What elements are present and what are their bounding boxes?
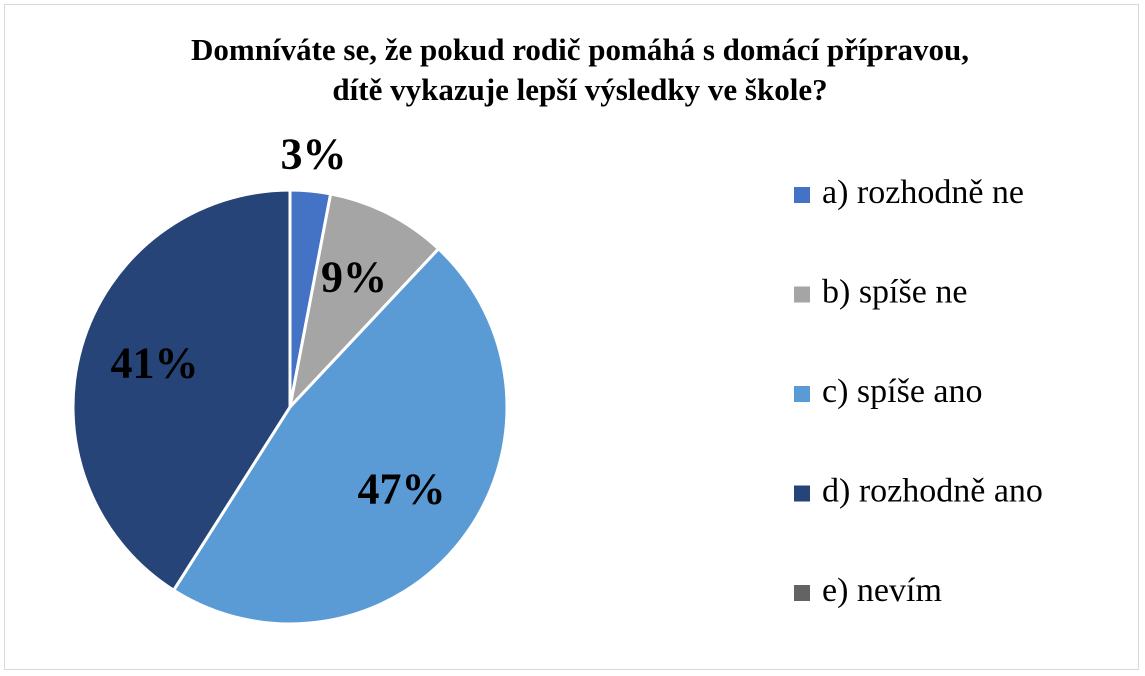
chart-title: Domníváte se, že pokud rodič pomáhá s do…	[191, 32, 969, 107]
legend-label: c) spíše ano	[822, 373, 983, 410]
data-label: 47%	[357, 465, 445, 514]
legend-swatch	[794, 286, 810, 303]
chart-frame	[4, 4, 1139, 670]
legend-swatch	[794, 386, 810, 402]
pie-slice	[171, 246, 509, 626]
legend-label: a) rozhodně ne	[822, 174, 1024, 211]
data-label: 41%	[111, 339, 199, 388]
data-label: 9%	[321, 252, 387, 301]
legend-label: b) spíše ne	[822, 273, 967, 310]
data-label: 3%	[280, 130, 346, 179]
pie-slice	[287, 192, 441, 412]
pie-slice	[71, 188, 292, 593]
legend-swatch	[794, 485, 810, 502]
legend-swatch	[794, 585, 810, 601]
legend-swatch	[794, 187, 810, 203]
legend-label: e) nevím	[822, 572, 942, 609]
legend-label: d) rozhodně ano	[822, 472, 1043, 509]
